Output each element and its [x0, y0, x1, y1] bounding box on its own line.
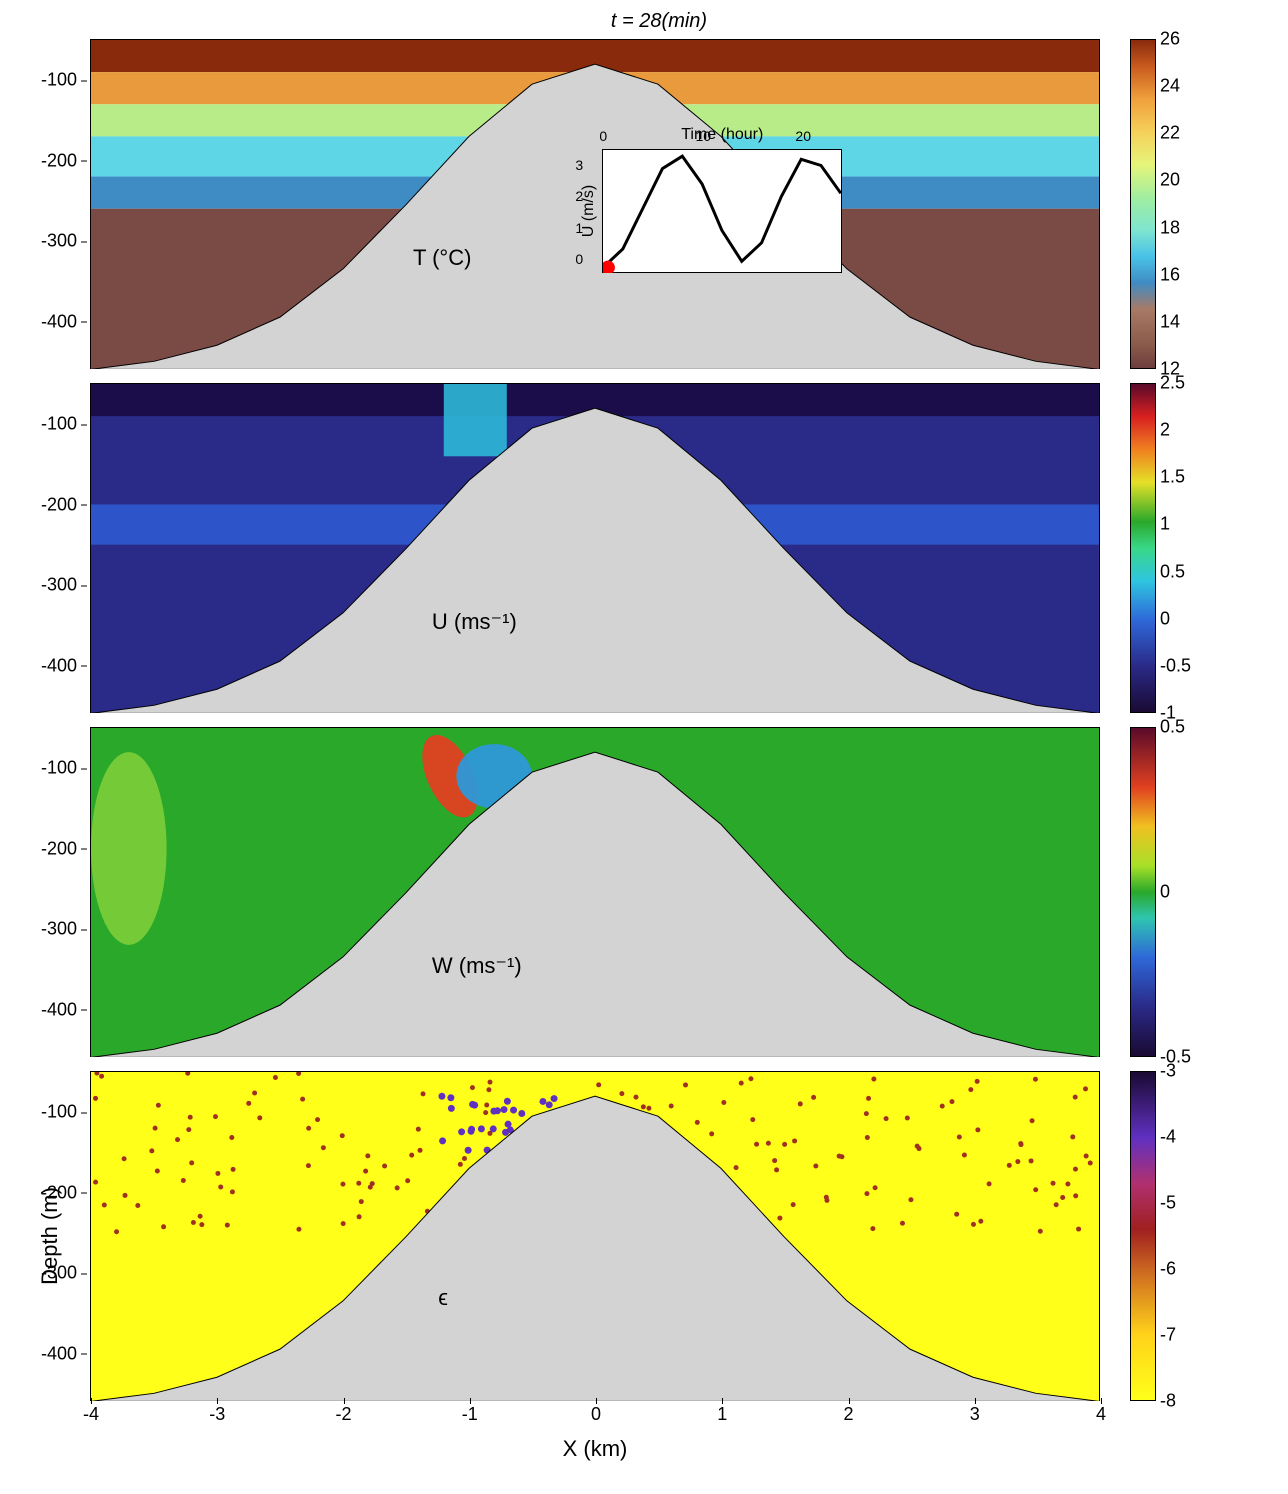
- x-axis: -4-3-2-101234: [91, 1404, 1099, 1432]
- colorbar-tick: 1: [1160, 514, 1170, 535]
- colorbar-tick: -0.5: [1160, 655, 1191, 676]
- colorbar-ticks: -8-7-6-5-4-3: [1156, 1071, 1240, 1401]
- colorbar-tick: 20: [1160, 170, 1180, 191]
- colorbar-tick: -4: [1160, 1127, 1176, 1148]
- colorbar-gradient: [1130, 383, 1156, 713]
- colorbar-tick: 0.5: [1160, 717, 1185, 738]
- colorbar-tick: 14: [1160, 311, 1180, 332]
- plot-area: -100-200-300-400 U (ms⁻¹): [90, 383, 1100, 713]
- inset-plot: Time (hour) U (m/s) 010200123: [602, 149, 842, 274]
- panel-epsilon: -100-200-300-400 ϵ -4-3-2-101234 Depth (…: [90, 1071, 1268, 1401]
- colorbar-tick: -5: [1160, 1193, 1176, 1214]
- colorbar-tick: 16: [1160, 264, 1180, 285]
- inset-xtick: 10: [695, 128, 711, 144]
- x-axis-label: X (km): [563, 1436, 628, 1462]
- y-tick: -200: [17, 494, 77, 515]
- y-tick: -400: [17, 1343, 77, 1364]
- inset-ytick: 3: [575, 157, 583, 173]
- y-tick: -200: [17, 838, 77, 859]
- x-tick: 0: [591, 1404, 601, 1425]
- colorbar-tick: 22: [1160, 123, 1180, 144]
- y-tick: -100: [17, 70, 77, 91]
- colorbar: -8-7-6-5-4-3: [1130, 1071, 1240, 1401]
- colorbar-tick: 2.5: [1160, 373, 1185, 394]
- y-axis: -100-200-300-400: [21, 728, 81, 1056]
- colorbar-gradient: [1130, 1071, 1156, 1401]
- y-tick: -400: [17, 655, 77, 676]
- x-tick: 4: [1096, 1404, 1106, 1425]
- colorbar-tick: -8: [1160, 1391, 1176, 1412]
- y-tick: -300: [17, 919, 77, 940]
- inset-xtick: 20: [795, 128, 811, 144]
- colorbar: -0.500.5: [1130, 727, 1240, 1057]
- y-tick: -400: [17, 311, 77, 332]
- colorbar-tick: 18: [1160, 217, 1180, 238]
- plot-area: -100-200-300-400 T (°C) Time (hour) U (m…: [90, 39, 1100, 369]
- title-suffix: (min): [662, 10, 708, 32]
- colorbar-tick: 1.5: [1160, 467, 1185, 488]
- colorbar-tick: 0.5: [1160, 561, 1185, 582]
- x-tick: -3: [209, 1404, 225, 1425]
- colorbar-tick: 2: [1160, 420, 1170, 441]
- inset-ytick: 2: [575, 188, 583, 204]
- colorbar-tick: -3: [1160, 1061, 1176, 1082]
- y-tick: -200: [17, 150, 77, 171]
- colorbar-tick: 26: [1160, 29, 1180, 50]
- plot-area: -100-200-300-400 ϵ -4-3-2-101234 Depth (…: [90, 1071, 1100, 1401]
- inset-ytick: 1: [575, 220, 583, 236]
- y-tick: -300: [17, 575, 77, 596]
- colorbar: -1-0.500.511.522.5: [1130, 383, 1240, 713]
- colorbar-tick: 0: [1160, 608, 1170, 629]
- panel-temperature: -100-200-300-400 T (°C) Time (hour) U (m…: [90, 39, 1268, 369]
- title-prefix: t =: [611, 10, 639, 32]
- figure-title: t = 28(min): [50, 10, 1268, 33]
- x-tick: -4: [83, 1404, 99, 1425]
- y-tick: -400: [17, 999, 77, 1020]
- colorbar-gradient: [1130, 727, 1156, 1057]
- title-value: 28: [639, 10, 661, 32]
- y-axis-label: Depth (m): [37, 1187, 63, 1285]
- colorbar-tick: 0: [1160, 882, 1170, 903]
- inset-xtick: 0: [599, 128, 607, 144]
- panel-u_velocity: -100-200-300-400 U (ms⁻¹) -1-0.500.511.5…: [90, 383, 1268, 713]
- colorbar-tick: 24: [1160, 76, 1180, 97]
- colorbar-gradient: [1130, 39, 1156, 369]
- colorbar-tick: -6: [1160, 1259, 1176, 1280]
- y-tick: -100: [17, 758, 77, 779]
- colorbar-ticks: -0.500.5: [1156, 727, 1240, 1057]
- inset-ytick: 0: [575, 251, 583, 267]
- colorbar-ticks: 1214161820222426: [1156, 39, 1240, 369]
- colorbar-ticks: -1-0.500.511.522.5: [1156, 383, 1240, 713]
- x-tick: -2: [335, 1404, 351, 1425]
- colorbar: 1214161820222426: [1130, 39, 1240, 369]
- inset-title: Time (hour): [681, 126, 763, 144]
- x-tick: -1: [462, 1404, 478, 1425]
- colorbar-tick: -7: [1160, 1325, 1176, 1346]
- panels-container: -100-200-300-400 T (°C) Time (hour) U (m…: [90, 39, 1268, 1401]
- y-axis: -100-200-300-400: [21, 40, 81, 368]
- y-tick: -300: [17, 231, 77, 252]
- x-tick: 3: [970, 1404, 980, 1425]
- x-tick: 1: [717, 1404, 727, 1425]
- y-axis: -100-200-300-400: [21, 384, 81, 712]
- plot-area: -100-200-300-400 W (ms⁻¹): [90, 727, 1100, 1057]
- panel-w_velocity: -100-200-300-400 W (ms⁻¹) -0.500.5: [90, 727, 1268, 1057]
- y-tick: -100: [17, 414, 77, 435]
- x-tick: 2: [843, 1404, 853, 1425]
- y-tick: -100: [17, 1102, 77, 1123]
